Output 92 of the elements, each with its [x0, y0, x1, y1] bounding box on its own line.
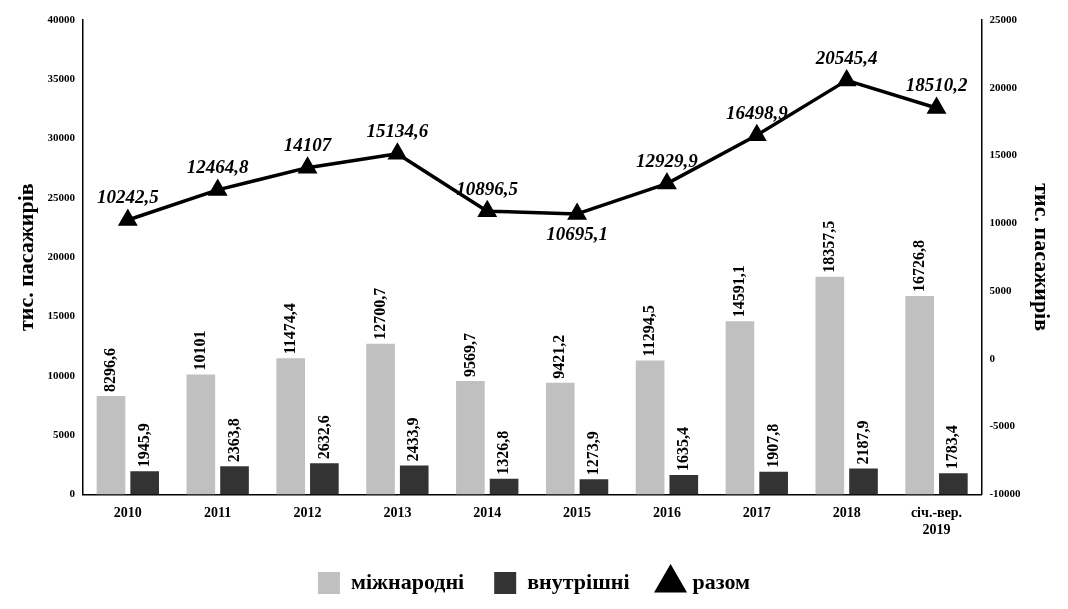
y2-tick-label: 5000	[989, 283, 1012, 296]
bar	[276, 358, 306, 495]
bar	[456, 380, 485, 495]
bar	[939, 473, 968, 495]
point	[837, 70, 856, 87]
legend-label: міжнародні	[350, 568, 465, 594]
point	[658, 173, 676, 190]
data-label: 1635,4	[673, 427, 691, 471]
bar	[310, 463, 339, 495]
bar	[849, 468, 878, 495]
data-label: 12929,9	[636, 150, 699, 172]
bar	[366, 343, 395, 495]
y-axis-title: тис. пасажирів	[12, 183, 38, 332]
data-label: 2187,9	[853, 420, 871, 465]
bar	[759, 471, 788, 495]
point	[209, 180, 227, 196]
y2-tick-label: -10000	[989, 487, 1022, 500]
x-tick-label: 2016	[652, 505, 681, 521]
data-label: 1273,9	[584, 431, 602, 476]
x-tick-label: 2017	[742, 505, 771, 521]
y-tick-label: 0	[69, 487, 76, 500]
data-label: 9569,7	[460, 332, 478, 377]
y-tick-label: 35000	[47, 72, 76, 85]
data-label: 9421,2	[550, 334, 568, 379]
x-tick-label: 2011	[204, 505, 232, 521]
data-label: 14591,1	[730, 265, 748, 318]
bar	[186, 374, 216, 495]
x-tick-label: 2015	[563, 505, 592, 521]
bar	[905, 296, 934, 495]
x-tick-label: 2012	[293, 505, 322, 521]
legend-label: внутрішні	[527, 568, 630, 594]
point	[119, 210, 137, 226]
y-tick-label: 20000	[47, 250, 76, 263]
bar	[130, 471, 159, 495]
bar	[399, 465, 429, 495]
bar	[579, 479, 609, 495]
y2-tick-label: -5000	[989, 419, 1016, 432]
y2-tick-label: 10000	[989, 216, 1018, 229]
y2-tick-label: 15000	[989, 148, 1018, 161]
x-tick-label: 2014	[473, 505, 502, 521]
data-label: 10896,5	[456, 177, 519, 199]
y2-tick-label: 25000	[989, 12, 1018, 25]
data-label: 1907,8	[763, 423, 781, 468]
data-label: 12700,7	[370, 287, 388, 340]
bar	[815, 276, 845, 495]
point	[568, 204, 586, 220]
data-label: 12464,8	[186, 156, 250, 178]
data-label: 10695,1	[546, 223, 608, 245]
x-tick-label: 2018	[832, 505, 861, 521]
data-label: 20545,4	[814, 46, 878, 68]
y-tick-label: 15000	[47, 309, 76, 322]
data-label: 18510,2	[905, 74, 968, 96]
y-tick-label: 25000	[47, 190, 76, 203]
data-label: 10242,5	[96, 186, 160, 208]
y-tick-label: 5000	[52, 427, 76, 440]
data-label: 16498,9	[725, 101, 789, 123]
data-label: 15134,6	[366, 120, 429, 142]
y-tick-label: 10000	[47, 368, 76, 381]
x-tick-label: січ.-вер. 2019	[910, 505, 963, 538]
data-label: 2363,8	[224, 418, 242, 463]
bar	[545, 382, 575, 495]
bar	[725, 321, 755, 495]
point	[388, 143, 407, 160]
data-label: 8296,6	[101, 348, 119, 392]
x-tick-label: 2013	[383, 505, 412, 521]
legend-label: разом	[692, 568, 751, 594]
x-tick-label: 2010	[113, 505, 142, 521]
data-label: 1326,8	[494, 430, 512, 475]
bar	[669, 475, 699, 495]
data-label: 10101	[190, 330, 208, 371]
data-label: 11474,4	[280, 303, 298, 355]
data-label: 14107	[283, 134, 333, 156]
data-label: 2632,6	[314, 415, 332, 460]
data-label: 16726,8	[909, 240, 927, 293]
data-label: 11294,5	[640, 305, 658, 357]
y2-tick-label: 0	[989, 351, 996, 364]
point	[927, 98, 946, 114]
data-label: 18357,5	[819, 220, 837, 273]
bar	[489, 478, 519, 495]
bar	[96, 396, 126, 495]
point	[478, 201, 496, 217]
point	[748, 125, 766, 141]
y-tick-label: 40000	[47, 12, 76, 25]
y-tick-label: 30000	[47, 131, 76, 144]
data-label: 1783,4	[943, 425, 961, 470]
data-label: 1945,9	[134, 423, 152, 468]
bar	[635, 360, 665, 495]
y2-axis-title: тис. пасажирів	[1030, 183, 1056, 332]
y2-tick-label: 20000	[989, 80, 1018, 93]
data-label: 2433,9	[404, 417, 422, 462]
point	[298, 157, 317, 174]
bar	[220, 466, 249, 495]
